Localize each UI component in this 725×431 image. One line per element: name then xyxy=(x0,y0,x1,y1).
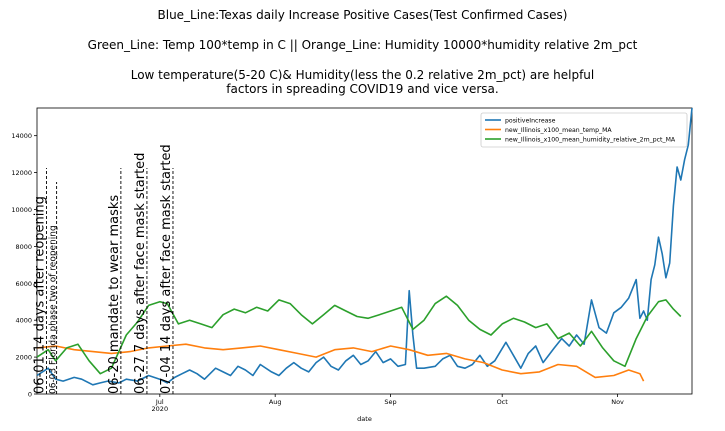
x-tick-label: Oct xyxy=(497,398,509,406)
annotation-label-4: 06-27 7 days after face mask started xyxy=(133,153,148,394)
y-tick-label: 10000 xyxy=(11,206,32,214)
x-axis-label: date xyxy=(357,415,372,423)
plot-frame xyxy=(36,107,693,395)
x-tick-label: Aug xyxy=(269,398,282,406)
series-line-1 xyxy=(36,107,693,386)
chart-title-line-4: factors in spreading COVID19 and vice ve… xyxy=(226,82,499,96)
series-line-2 xyxy=(36,343,645,382)
x-tick-sublabel: 2020 xyxy=(152,405,169,413)
y-tick-label: 0 xyxy=(28,391,32,399)
x-tick-label: Nov xyxy=(611,398,624,406)
legend-box xyxy=(480,112,688,148)
legend-label-2: new_Illinois_x100_mean_temp_MA xyxy=(505,127,612,134)
annotation-label-3: 06-20 mandate to wear masks xyxy=(107,195,122,394)
chart-title-line-2: Green_Line: Temp 100*temp in C || Orange… xyxy=(87,38,638,52)
chart-title-line-1: Blue_Line:Texas daily Increase Positive … xyxy=(157,8,568,22)
y-tick-label: 4000 xyxy=(15,317,32,325)
y-tick-label: 14000 xyxy=(11,132,32,140)
legend-label-1: positiveIncrease xyxy=(505,117,556,124)
y-tick-label: 8000 xyxy=(15,243,32,251)
annotation-label-5: 07-04 14 days after face mask started xyxy=(159,144,174,394)
annotation-label-1: 06-01 14 days after reopening xyxy=(32,196,47,394)
y-tick-label: 12000 xyxy=(11,169,32,177)
x-tick-label: Jul xyxy=(155,398,164,406)
chart-title-line-3: Low temperature(5-20 C)& Humidity(less t… xyxy=(130,68,595,82)
legend-label-3: new_Illinois_x100_mean_humidity_relative… xyxy=(505,136,676,143)
x-tick-label: Sep xyxy=(384,398,396,406)
annotation-label-2: 06-03 Florida phase two of reopening xyxy=(49,225,59,394)
y-tick-label: 6000 xyxy=(15,280,32,288)
y-tick-label: 2000 xyxy=(15,354,32,362)
